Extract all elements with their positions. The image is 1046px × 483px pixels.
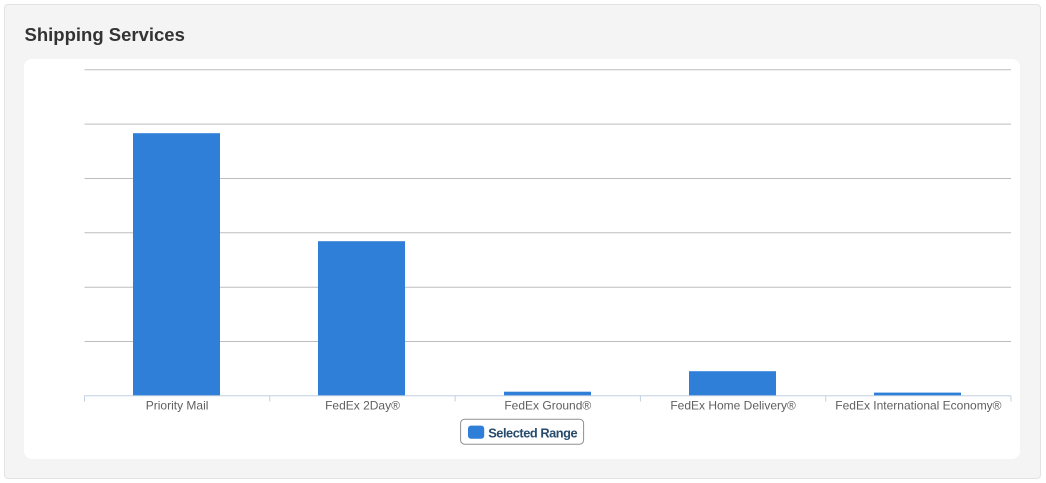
svg-text:Priority Mail: Priority Mail <box>146 398 209 412</box>
svg-text:FedEx 2Day®: FedEx 2Day® <box>325 398 400 412</box>
svg-text:FedEx Ground®: FedEx Ground® <box>504 398 591 412</box>
svg-text:FedEx Home Delivery®: FedEx Home Delivery® <box>670 398 796 412</box>
svg-text:Selected Range: Selected Range <box>488 425 577 440</box>
svg-text:FedEx International Economy®: FedEx International Economy® <box>835 398 1001 412</box>
